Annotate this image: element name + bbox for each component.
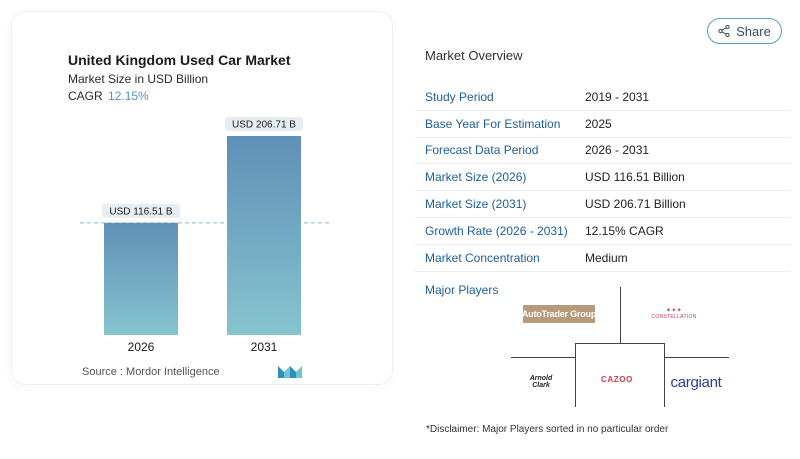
overview-row-forecast-period: Forecast Data Period 2026 - 2031 [415,138,791,165]
players-divider [664,343,665,407]
cagr-row: CAGR 12.15% [68,89,149,103]
overview-label: Market Size (2026) [425,170,527,185]
overview-row-base-year: Base Year For Estimation 2025 [415,111,791,138]
overview-value: 2026 - 2031 [585,143,650,158]
arnold-logo-line1: Arnold [529,375,553,382]
data-label-bg [102,203,180,218]
overview-label: Market Size (2031) [425,197,527,212]
share-icon [718,25,730,37]
overview-label: Study Period [425,89,494,104]
cagr-label: CAGR [68,89,103,103]
autotrader-logo-text: AutoTrader Group [521,309,597,319]
x-tick-label: 2026 [128,340,155,354]
chart-card [12,12,392,384]
data-label-bg [225,117,303,131]
bar-2026 [104,222,178,335]
chart-title: United Kingdom Used Car Market [68,52,291,68]
players-divider [511,357,575,358]
bar-chart: USD 116.51 B 2026 USD 206.71 B 2031 [80,117,330,354]
players-divider [575,343,576,407]
overview-row-market-size-2031: Market Size (2031) USD 206.71 Billion [415,191,791,218]
overview-row-market-concentration: Market Concentration Medium [415,245,791,272]
source-name: Mordor Intelligence [126,366,220,378]
share-label: Share [736,23,771,39]
players-divider [575,343,665,344]
overview-value: USD 206.71 Billion [585,197,686,212]
autotrader-logo: AutoTrader Group [521,305,597,323]
source-note: Source : Mordor Intelligence [82,366,220,378]
data-label: USD 116.51 B [109,206,173,217]
overview-label: Market Concentration [425,250,540,265]
overview-row-growth-rate: Growth Rate (2026 - 2031) 12.15% CAGR [415,218,791,245]
share-button[interactable]: Share [707,18,782,44]
players-divider [665,357,729,358]
overview-table: Study Period 2019 - 2031 Base Year For E… [415,84,791,272]
x-tick-label: 2031 [251,340,278,354]
players-divider [620,287,621,343]
cargiant-logo-text: cargiant [670,373,722,391]
overview-value: USD 116.51 Billion [585,170,685,185]
overview-label: Growth Rate (2026 - 2031) [425,223,568,238]
cazoo-logo-text: CAZOO [601,374,633,384]
cagr-value: 12.15% [108,89,149,103]
major-players-title: Major Players [425,283,499,297]
overview-label: Base Year For Estimation [425,116,561,131]
constellation-star-icon: ✦✦✦ [666,308,682,314]
cazoo-logo: CAZOO [598,372,636,386]
mordor-logo-icon [278,366,302,378]
arnold-logo-line2: Clark [532,382,550,389]
overview-label: Forecast Data Period [425,143,539,158]
overview-row-market-size-2026: Market Size (2026) USD 116.51 Billion [415,164,791,192]
overview-value: 12.15% CAGR [585,223,664,238]
arnold-clark-logo: Arnold Clark [526,373,556,391]
constellation-logo: ✦✦✦ CONSTELLATION [650,306,698,322]
overview-value: 2019 - 2031 [585,89,650,104]
bar-2031 [227,136,301,335]
cargiant-logo: cargiant [668,372,724,392]
disclaimer: *Disclaimer: Major Players sorted in no … [426,424,669,435]
overview-value: Medium [585,250,628,265]
chart-subtitle: Market Size in USD Billion [68,72,209,86]
overview-title: Market Overview [425,48,523,63]
source-label: Source : [82,366,123,378]
data-label: USD 206.71 B [232,120,296,131]
overview-value: 2025 [585,116,612,131]
constellation-logo-text: CONSTELLATION [651,314,697,320]
overview-row-study-period: Study Period 2019 - 2031 [415,84,791,111]
